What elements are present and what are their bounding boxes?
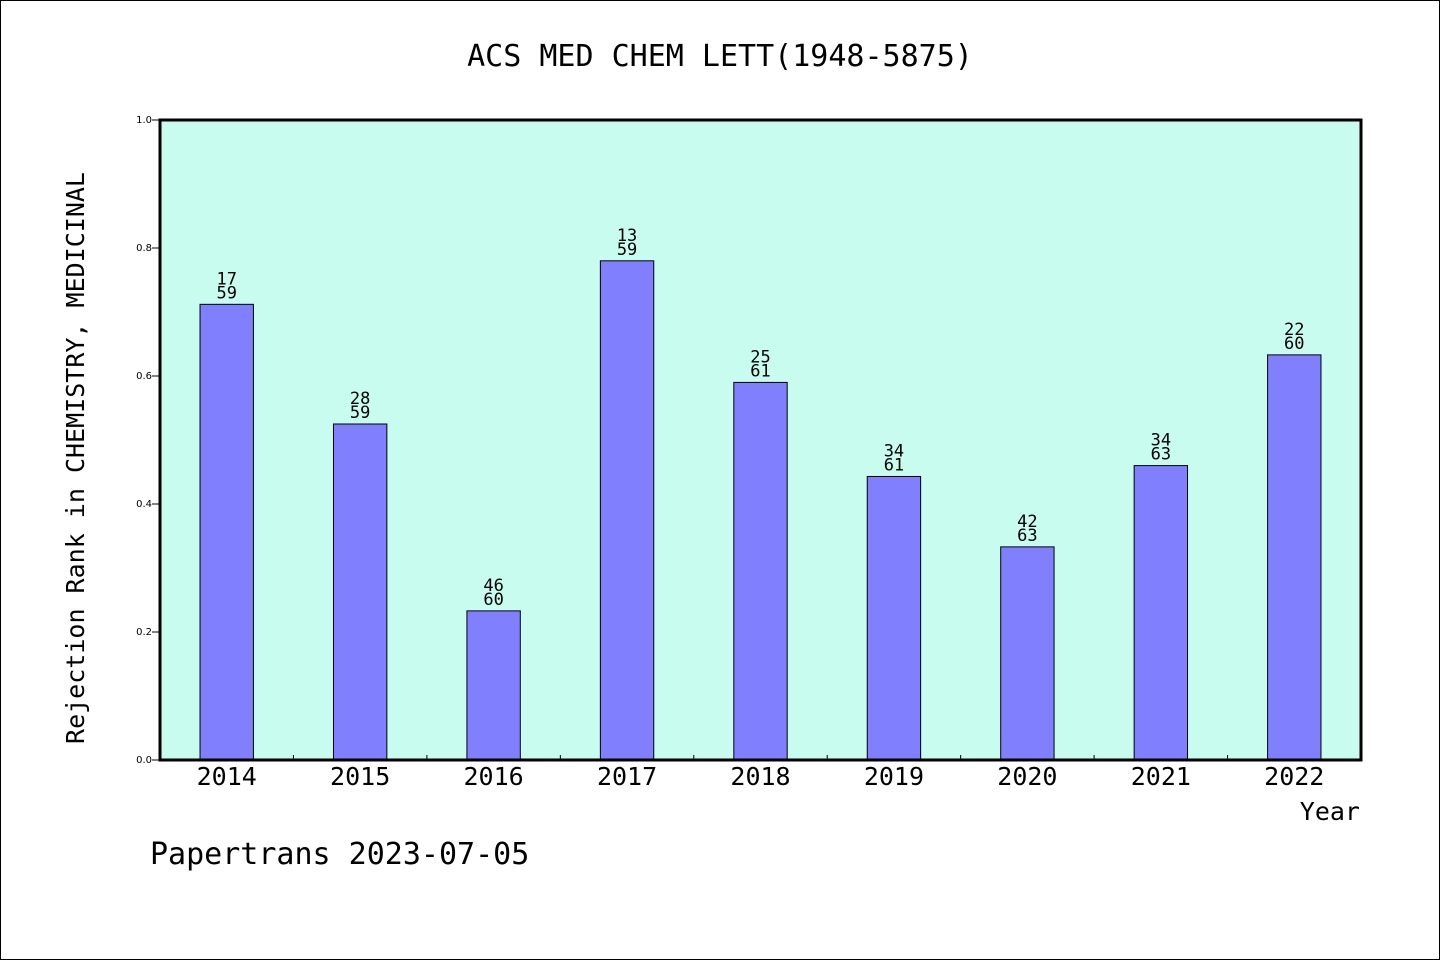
bar-2016 (466, 610, 521, 761)
bar-label-top-2021: 34 (1151, 431, 1171, 451)
bar-label-bottom-2015: 59 (350, 403, 370, 423)
x-axis-label: Year (1300, 797, 1360, 826)
x-tick-label-2022: 2022 (1264, 762, 1324, 791)
bar-label-bottom-2014: 59 (216, 283, 236, 303)
bar-2020 (1000, 546, 1055, 761)
x-tick-label-2020: 2020 (997, 762, 1057, 791)
bar-label-top-2019: 34 (884, 441, 904, 461)
bar-2019 (866, 475, 922, 761)
x-tick-label-2016: 2016 (464, 762, 524, 791)
x-tick-label-2015: 2015 (330, 762, 390, 791)
y-axis-label: Rejection Rank in CHEMISTRY, MEDICINAL (61, 172, 90, 744)
bar-2022 (1267, 354, 1322, 761)
bar-label-top-2020: 42 (1017, 512, 1037, 532)
y-tick-label: 0.4 (136, 499, 152, 510)
bar-2015 (332, 423, 388, 761)
y-tick-label: 0.6 (136, 371, 152, 382)
bar-label-bottom-2017: 59 (617, 240, 637, 260)
bar-label-bottom-2020: 63 (1017, 526, 1037, 546)
y-tick-label: 0.0 (136, 755, 152, 766)
chart-title: ACS MED CHEM LETT(1948-5875) (467, 39, 973, 74)
bars-group (199, 260, 1322, 761)
x-tick-label-2018: 2018 (730, 762, 790, 791)
y-axis: 0.0 0.2 0.4 0.6 0.8 1.0 (136, 115, 160, 766)
watermark-text: Papertrans 2023-07-05 (150, 837, 529, 872)
bar-label-top-2014: 17 (216, 269, 236, 289)
y-tick-label: 0.2 (136, 627, 152, 638)
plot-border (158, 118, 1363, 762)
bar-2014 (199, 303, 254, 761)
y-tick-label: 0.8 (136, 243, 152, 254)
bar-2017 (599, 260, 655, 761)
x-tick-label-2019: 2019 (864, 762, 924, 791)
bar-label-top-2016: 46 (483, 576, 503, 596)
bar-label-bottom-2021: 63 (1151, 445, 1171, 465)
bar-label-top-2018: 25 (750, 347, 770, 367)
bar-label-top-2017: 13 (617, 226, 637, 246)
x-tick-label-2014: 2014 (197, 762, 257, 791)
bar-label-bottom-2019: 61 (884, 455, 904, 475)
x-tick-label-2017: 2017 (597, 762, 657, 791)
bar-label-bottom-2016: 60 (483, 590, 503, 610)
bar-2021 (1133, 465, 1189, 761)
x-tick-label-2021: 2021 (1131, 762, 1191, 791)
x-axis: 2014 2015 2016 2017 2018 2019 2020 2021 2022 (197, 755, 1324, 791)
bar-label-top-2015: 28 (350, 389, 370, 409)
y-tick-label: 1.0 (136, 115, 152, 126)
bar-label-bottom-2018: 61 (750, 361, 770, 381)
bar-2018 (733, 381, 788, 761)
bar-label-bottom-2022: 60 (1284, 334, 1304, 354)
bar-label-top-2022: 22 (1284, 320, 1304, 340)
